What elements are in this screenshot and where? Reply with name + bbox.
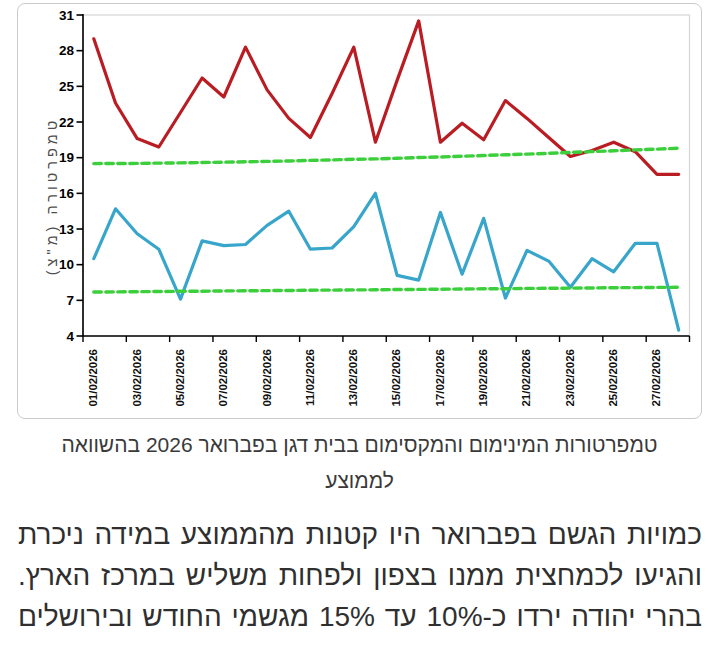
paragraph-line: והגיעו לכמחצית ממנו בצפון ולפחות משליש ב…	[18, 555, 702, 596]
y-axis-tick-label: 22	[59, 115, 74, 130]
figure-card: 4 7 10 13 16 19 22 25 28 31 01/02/2026 03/02/2026 05…	[17, 3, 702, 419]
x-axis-date-label: 09/02/2026	[261, 349, 273, 407]
x-axis-date-label: 23/02/2026	[564, 349, 576, 407]
x-axis-date-label: 01/02/2026	[87, 349, 99, 407]
temperature-chart: 4 7 10 13 16 19 22 25 28 31 01/02/2026 03/02/2026 05…	[18, 4, 703, 420]
y-axis-tick-label: 16	[59, 186, 75, 201]
x-axis-date-label: 05/02/2026	[174, 349, 186, 407]
x-axis-date-label: 21/02/2026	[520, 349, 532, 407]
y-axis-title: טמפרטורה (מ"צ)	[44, 117, 60, 275]
y-axis-tick-label: 4	[66, 329, 74, 344]
y-axis-tick-label: 31	[59, 8, 75, 23]
avg-min-line	[94, 287, 679, 292]
caption-line: לממוצע	[17, 463, 702, 499]
caption-line: טמפרטורות המינימום והמקסימום בבית דגן בפ…	[17, 427, 702, 463]
x-axis-date-label: 15/02/2026	[390, 349, 402, 407]
y-axis-tick-label: 19	[59, 150, 74, 165]
x-axis-date-label: 19/02/2026	[477, 349, 489, 407]
paragraph-line: כמויות הגשם בפברואר היו קטנות מהממוצע במ…	[18, 514, 702, 555]
x-axis-date-label: 07/02/2026	[217, 349, 229, 407]
body-paragraph: כמויות הגשם בפברואר היו קטנות מהממוצע במ…	[18, 514, 702, 637]
min-temp-line	[94, 193, 679, 330]
x-axis-date-label: 11/02/2026	[304, 349, 316, 406]
x-axis-date-label: 17/02/2026	[434, 349, 446, 407]
x-axis-date-label: 03/02/2026	[131, 349, 143, 407]
y-axis-tick-label: 25	[59, 79, 75, 94]
x-axis-date-label: 13/02/2026	[347, 349, 359, 407]
y-axis-tick-label: 28	[59, 43, 75, 58]
x-axis-date-label: 27/02/2026	[650, 349, 662, 407]
y-axis-tick-label: 7	[66, 293, 74, 308]
y-axis-tick-label: 13	[59, 222, 75, 237]
y-axis-tick-label: 10	[59, 257, 74, 272]
x-axis-date-label: 25/02/2026	[607, 349, 619, 407]
paragraph-line: בהרי יהודה ירדו כ-10% עד 15% מגשמי החודש…	[18, 596, 702, 637]
figure-caption: טמפרטורות המינימום והמקסימום בבית דגן בפ…	[17, 427, 702, 499]
avg-max-line	[94, 148, 679, 163]
